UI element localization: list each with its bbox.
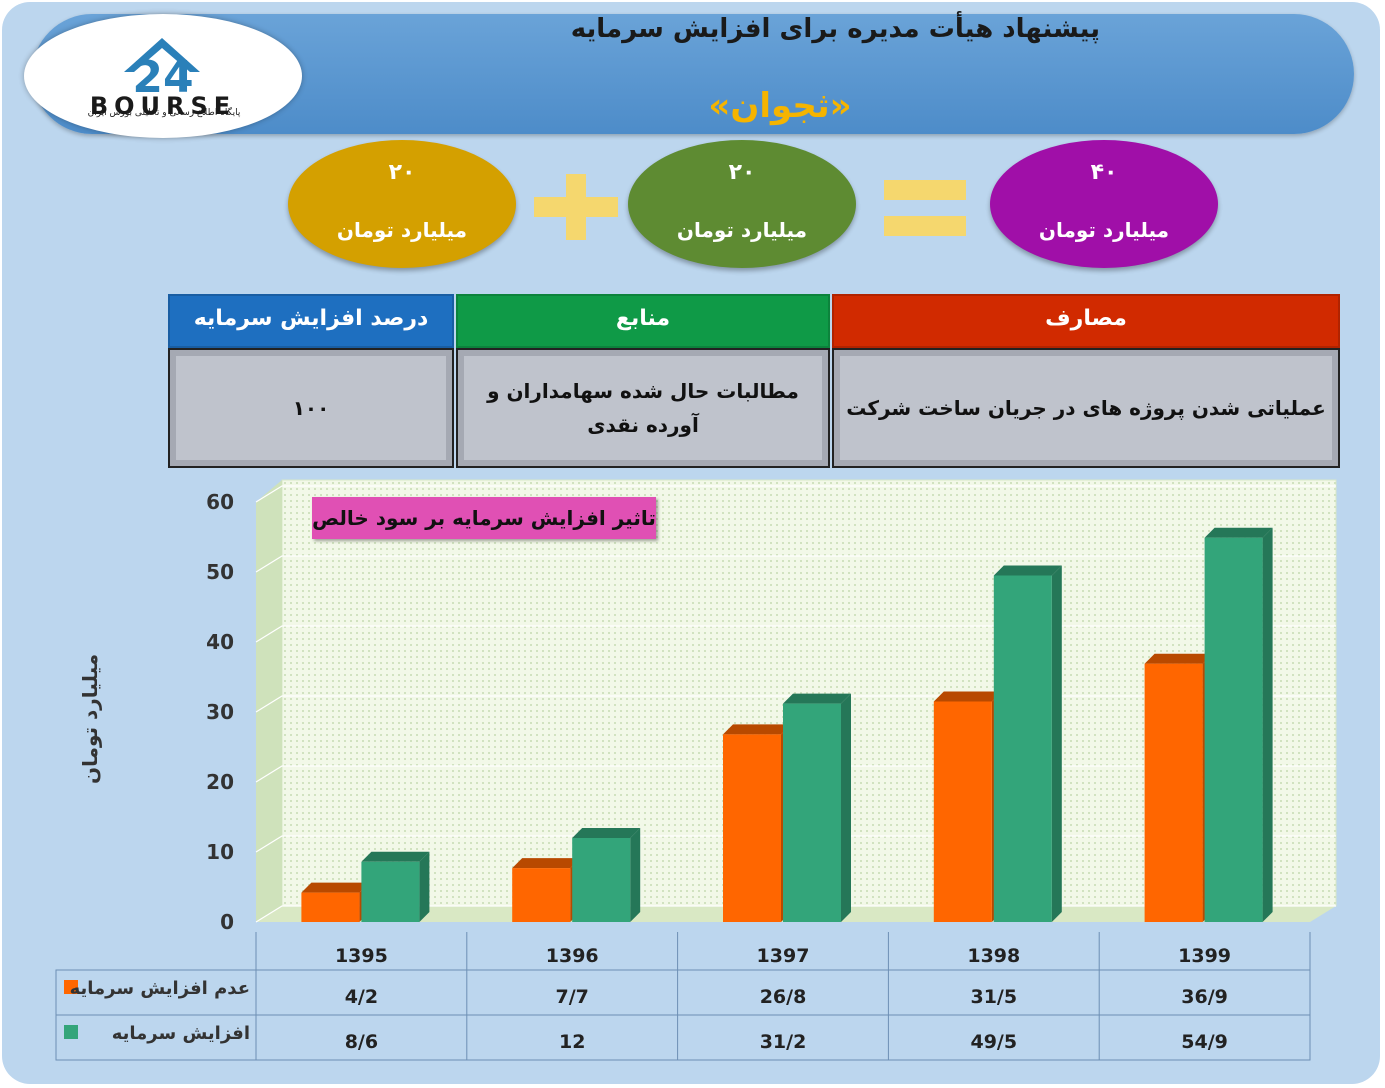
logo: 24 BOURSE [24,14,302,138]
cell-sources-value: مطالبات حال شده سهامداران و آورده نقدی [487,379,799,437]
y-axis-label: میلیارد تومان [78,653,102,784]
equals-icon [884,180,966,236]
header-sources: منابع [456,294,830,348]
logo-number: 24 [132,52,193,103]
oval-middle-unit: میلیارد تومان [676,218,808,242]
page-title: پیشنهاد هیأت مدیره برای افزایش سرمایه [570,14,1100,44]
logo-wordmark: BOURSE [90,92,236,120]
oval-left-unit: میلیارد تومان [336,218,468,242]
logo-subtitle: پایگاه اطلاع رسانی و تحلیلی بورس ایران [87,108,241,118]
oval-left-amount: ۲۰ میلیارد تومان [288,140,516,268]
logo-mark-icon: 24 BOURSE [90,38,236,120]
oval-right-unit: میلیارد تومان [1038,218,1170,242]
cell-percent-value: ۱۰۰ [292,396,330,420]
oval-left-value: ۲۰ [388,160,416,185]
cell-uses-value: عملیاتی شدن پروژه های در جریان ساخت شرکت [846,396,1326,420]
company-symbol: «ثجوان» [708,86,852,126]
oval-middle-amount: ۲۰ میلیارد تومان [628,140,856,268]
chart-title: تاثیر افزایش سرمایه بر سود خالص [312,497,656,539]
cell-sources: مطالبات حال شده سهامداران و آورده نقدی [456,348,830,468]
header-percent: درصد افزایش سرمایه [168,294,454,348]
cell-uses: عملیاتی شدن پروژه های در جریان ساخت شرکت [832,348,1340,468]
oval-middle-value: ۲۰ [728,160,756,185]
oval-right-amount: ۴۰ میلیارد تومان [990,140,1218,268]
oval-right-value: ۴۰ [1090,160,1118,185]
plus-icon [534,174,618,240]
header-uses: مصارف [832,294,1340,348]
cell-percent: ۱۰۰ [168,348,454,468]
